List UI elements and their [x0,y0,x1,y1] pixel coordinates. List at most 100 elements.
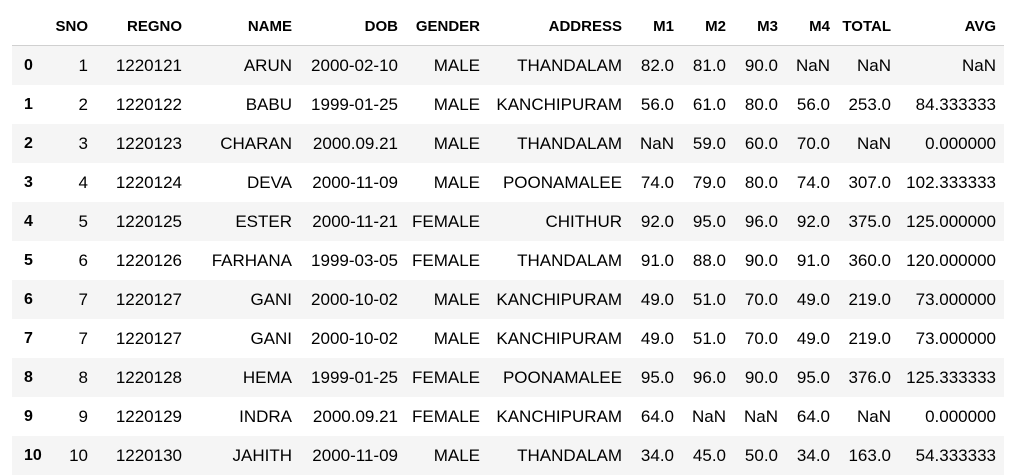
header-m1: M1 [630,7,682,46]
cell-avg: 120.000000 [906,250,996,270]
cell-address: THANDALAM [517,250,622,270]
cell-regno: 1220128 [115,367,182,387]
cell-total: 163.0 [848,445,891,465]
table-row: 7 7 1220127 GANI 2000-10-02 MALE KANCHIP… [12,319,1004,358]
cell-m3: 90.0 [744,367,778,387]
cell-regno: 1220125 [115,211,182,231]
cell-avg: 73.000000 [915,328,996,348]
table-row: 9 9 1220129 INDRA 2000.09.21 FEMALE KANC… [12,397,1004,436]
row-index: 9 [24,407,33,425]
dataframe-output: SNO REGNO NAME DOB GENDER ADDRESS M1 M2 … [12,7,1004,475]
cell-total: 307.0 [848,172,891,192]
cell-address: THANDALAM [517,133,622,153]
cell-gender: FEMALE [411,211,480,231]
cell-gender: FEMALE [411,406,480,426]
cell-regno: 1220129 [115,406,182,426]
cell-m2: 45.0 [692,445,726,465]
cell-total: 376.0 [848,367,891,387]
cell-m3: 96.0 [744,211,778,231]
cell-avg: 73.000000 [915,289,996,309]
cell-dob: 2000-10-02 [311,289,398,309]
cell-m3: 90.0 [744,250,778,270]
cell-gender: FEMALE [411,250,480,270]
cell-m1: 74.0 [640,172,674,192]
cell-dob: 2000.09.21 [312,133,398,153]
cell-address: THANDALAM [517,445,622,465]
cell-avg: NaN [961,55,996,75]
dataframe-table: SNO REGNO NAME DOB GENDER ADDRESS M1 M2 … [12,7,1004,475]
cell-dob: 2000-11-09 [312,445,398,465]
cell-m1: 49.0 [640,289,674,309]
cell-avg: 0.000000 [925,406,996,426]
cell-sno: 7 [78,289,88,309]
cell-sno: 5 [78,211,88,231]
cell-avg: 0.000000 [925,133,996,153]
cell-m1: 49.0 [640,328,674,348]
cell-m1: 56.0 [640,94,674,114]
cell-total: 360.0 [848,250,891,270]
cell-gender: FEMALE [411,367,480,387]
cell-sno: 2 [78,94,88,114]
cell-m4: 49.0 [796,289,830,309]
cell-regno: 1220130 [115,445,182,465]
table-row: 3 4 1220124 DEVA 2000-11-09 MALE POONAMA… [12,163,1004,202]
cell-avg: 125.000000 [906,211,996,231]
cell-address: KANCHIPURAM [496,406,622,426]
cell-m4: NaN [795,55,830,75]
cell-m1: 64.0 [640,406,674,426]
cell-m2: 95.0 [692,211,726,231]
header-m2: M2 [682,7,734,46]
row-index: 3 [24,173,33,191]
cell-regno: 1220126 [115,250,182,270]
cell-name: ESTER [235,211,292,231]
row-index: 5 [24,251,33,269]
cell-m4: 74.0 [796,172,830,192]
cell-m3: 70.0 [744,289,778,309]
cell-m1: 34.0 [640,445,674,465]
cell-m4: 64.0 [796,406,830,426]
cell-address: THANDALAM [517,55,622,75]
cell-m2: 79.0 [692,172,726,192]
cell-sno: 8 [78,367,88,387]
cell-address: KANCHIPURAM [496,94,622,114]
cell-m2: 61.0 [692,94,726,114]
header-index [12,7,50,46]
table-row: 6 7 1220127 GANI 2000-10-02 MALE KANCHIP… [12,280,1004,319]
cell-name: HEMA [242,367,292,387]
cell-regno: 1220122 [115,94,182,114]
cell-sno: 1 [78,55,88,75]
cell-dob: 2000-11-09 [312,172,398,192]
header-m4: M4 [786,7,838,46]
cell-m1: 92.0 [640,211,674,231]
header-gender: GENDER [406,7,488,46]
row-index: 1 [24,95,33,113]
cell-name: FARHANA [211,250,292,270]
cell-name: ARUN [243,55,292,75]
table-row: 4 5 1220125 ESTER 2000-11-21 FEMALE CHIT… [12,202,1004,241]
cell-m2: 59.0 [692,133,726,153]
cell-m2: 88.0 [692,250,726,270]
cell-sno: 7 [78,328,88,348]
cell-sno: 10 [69,445,88,465]
header-regno: REGNO [96,7,190,46]
cell-total: NaN [856,133,891,153]
table-row: 1 2 1220122 BABU 1999-01-25 MALE KANCHIP… [12,85,1004,124]
cell-m4: 56.0 [796,94,830,114]
cell-total: 219.0 [848,289,891,309]
cell-m4: 95.0 [796,367,830,387]
cell-sno: 6 [78,250,88,270]
table-row: 0 1 1220121 ARUN 2000-02-10 MALE THANDAL… [12,45,1004,85]
cell-m3: 80.0 [744,172,778,192]
cell-dob: 1999-03-05 [311,250,398,270]
row-index: 10 [24,446,42,464]
cell-m3: NaN [743,406,778,426]
cell-m3: 50.0 [744,445,778,465]
cell-m3: 80.0 [744,94,778,114]
cell-m1: NaN [639,133,674,153]
header-sno: SNO [50,7,96,46]
cell-gender: MALE [433,172,480,192]
cell-address: POONAMALEE [502,367,622,387]
cell-total: 253.0 [848,94,891,114]
header-m3: M3 [734,7,786,46]
header-address: ADDRESS [488,7,630,46]
